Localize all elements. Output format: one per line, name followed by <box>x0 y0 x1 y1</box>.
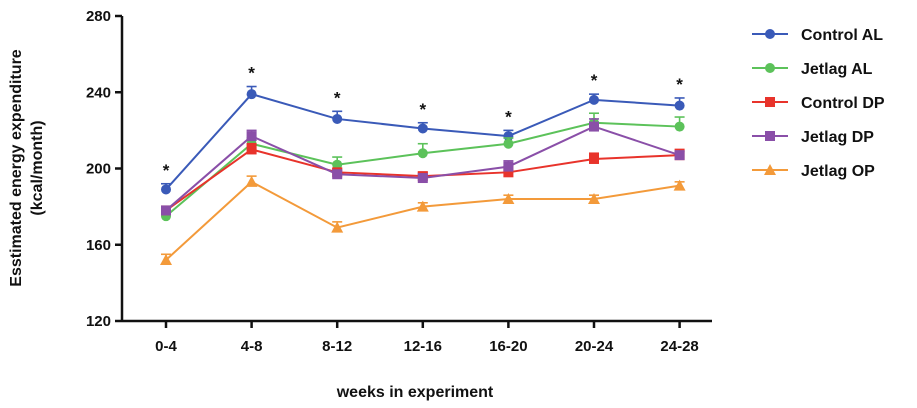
series-control-al <box>161 85 685 195</box>
legend-item: Jetlag OP <box>752 163 875 180</box>
x-tick-label: 0-4 <box>155 338 177 355</box>
legend-label: Control DP <box>801 95 885 112</box>
y-tick-label: 160 <box>86 237 111 254</box>
legend: Control AL Jetlag AL Control DP Jetlag DP Je… <box>752 27 885 180</box>
data-point <box>332 169 343 180</box>
data-point <box>246 131 257 142</box>
data-point <box>160 254 172 265</box>
data-point <box>503 167 514 178</box>
data-point <box>588 193 600 204</box>
data-point <box>674 121 685 132</box>
series-layer: * * * * * * * <box>160 64 686 265</box>
legend-marker <box>765 97 775 107</box>
x-tick-label: 20-24 <box>575 338 614 355</box>
significance-star: * <box>248 64 255 83</box>
data-point <box>331 221 344 233</box>
data-point <box>417 148 428 159</box>
x-tick-label: 12-16 <box>404 338 442 355</box>
data-point <box>673 179 686 191</box>
data-point <box>245 175 258 187</box>
significance-star: * <box>334 88 341 107</box>
data-point <box>161 184 171 195</box>
y-axis-title-line2: (kcal/month) <box>29 120 46 215</box>
significance-star: * <box>505 107 512 126</box>
significance-star: * <box>676 75 683 94</box>
data-point <box>503 138 514 149</box>
legend-label: Jetlag OP <box>801 163 875 180</box>
legend-label: Jetlag DP <box>801 129 874 146</box>
x-tick-label: 8-12 <box>322 338 352 355</box>
series-jetlag-op <box>160 175 686 265</box>
data-point <box>674 150 685 161</box>
series-jetlag-dp <box>161 118 685 216</box>
significance-star: * <box>419 100 426 119</box>
legend-marker <box>765 63 775 73</box>
data-point <box>332 159 343 170</box>
legend-item: Jetlag DP <box>752 129 874 146</box>
legend-item: Jetlag AL <box>752 61 873 78</box>
legend-label: Jetlag AL <box>801 61 873 78</box>
data-point <box>589 94 599 105</box>
data-point <box>417 123 428 134</box>
y-tick-label: 240 <box>86 84 111 101</box>
legend-marker <box>764 164 776 175</box>
legend-marker <box>765 29 775 39</box>
significance-star: * <box>163 161 170 180</box>
x-axis-title: weeks in experiment <box>336 384 494 401</box>
data-point <box>589 153 599 164</box>
data-point <box>502 193 515 204</box>
x-tick-label: 16-20 <box>489 338 527 355</box>
y-tick-label: 200 <box>86 161 111 178</box>
legend-item: Control AL <box>752 27 883 44</box>
legend-marker <box>765 131 775 141</box>
data-point <box>674 100 685 111</box>
y-tick-label: 280 <box>86 8 111 25</box>
data-point <box>417 173 428 184</box>
data-point <box>589 121 599 132</box>
axes: 120 160 200 240 280 0-4 4-8 8-12 12-16 16-20 20-24… <box>86 8 712 355</box>
data-point <box>332 113 343 124</box>
x-tick-label: 24-28 <box>660 338 698 355</box>
data-point <box>416 200 429 212</box>
significance-star: * <box>591 71 598 90</box>
x-tick-label: 4-8 <box>241 338 263 355</box>
series-line <box>165 180 680 261</box>
data-point <box>246 144 257 155</box>
data-point <box>246 89 257 100</box>
data-point <box>503 161 514 172</box>
y-tick-label: 120 <box>86 313 111 330</box>
legend-label: Control AL <box>801 27 883 44</box>
y-axis-title-line1: Esstimated energy expenditure <box>8 49 25 287</box>
legend-item: Control DP <box>752 95 885 112</box>
data-point <box>161 205 171 216</box>
